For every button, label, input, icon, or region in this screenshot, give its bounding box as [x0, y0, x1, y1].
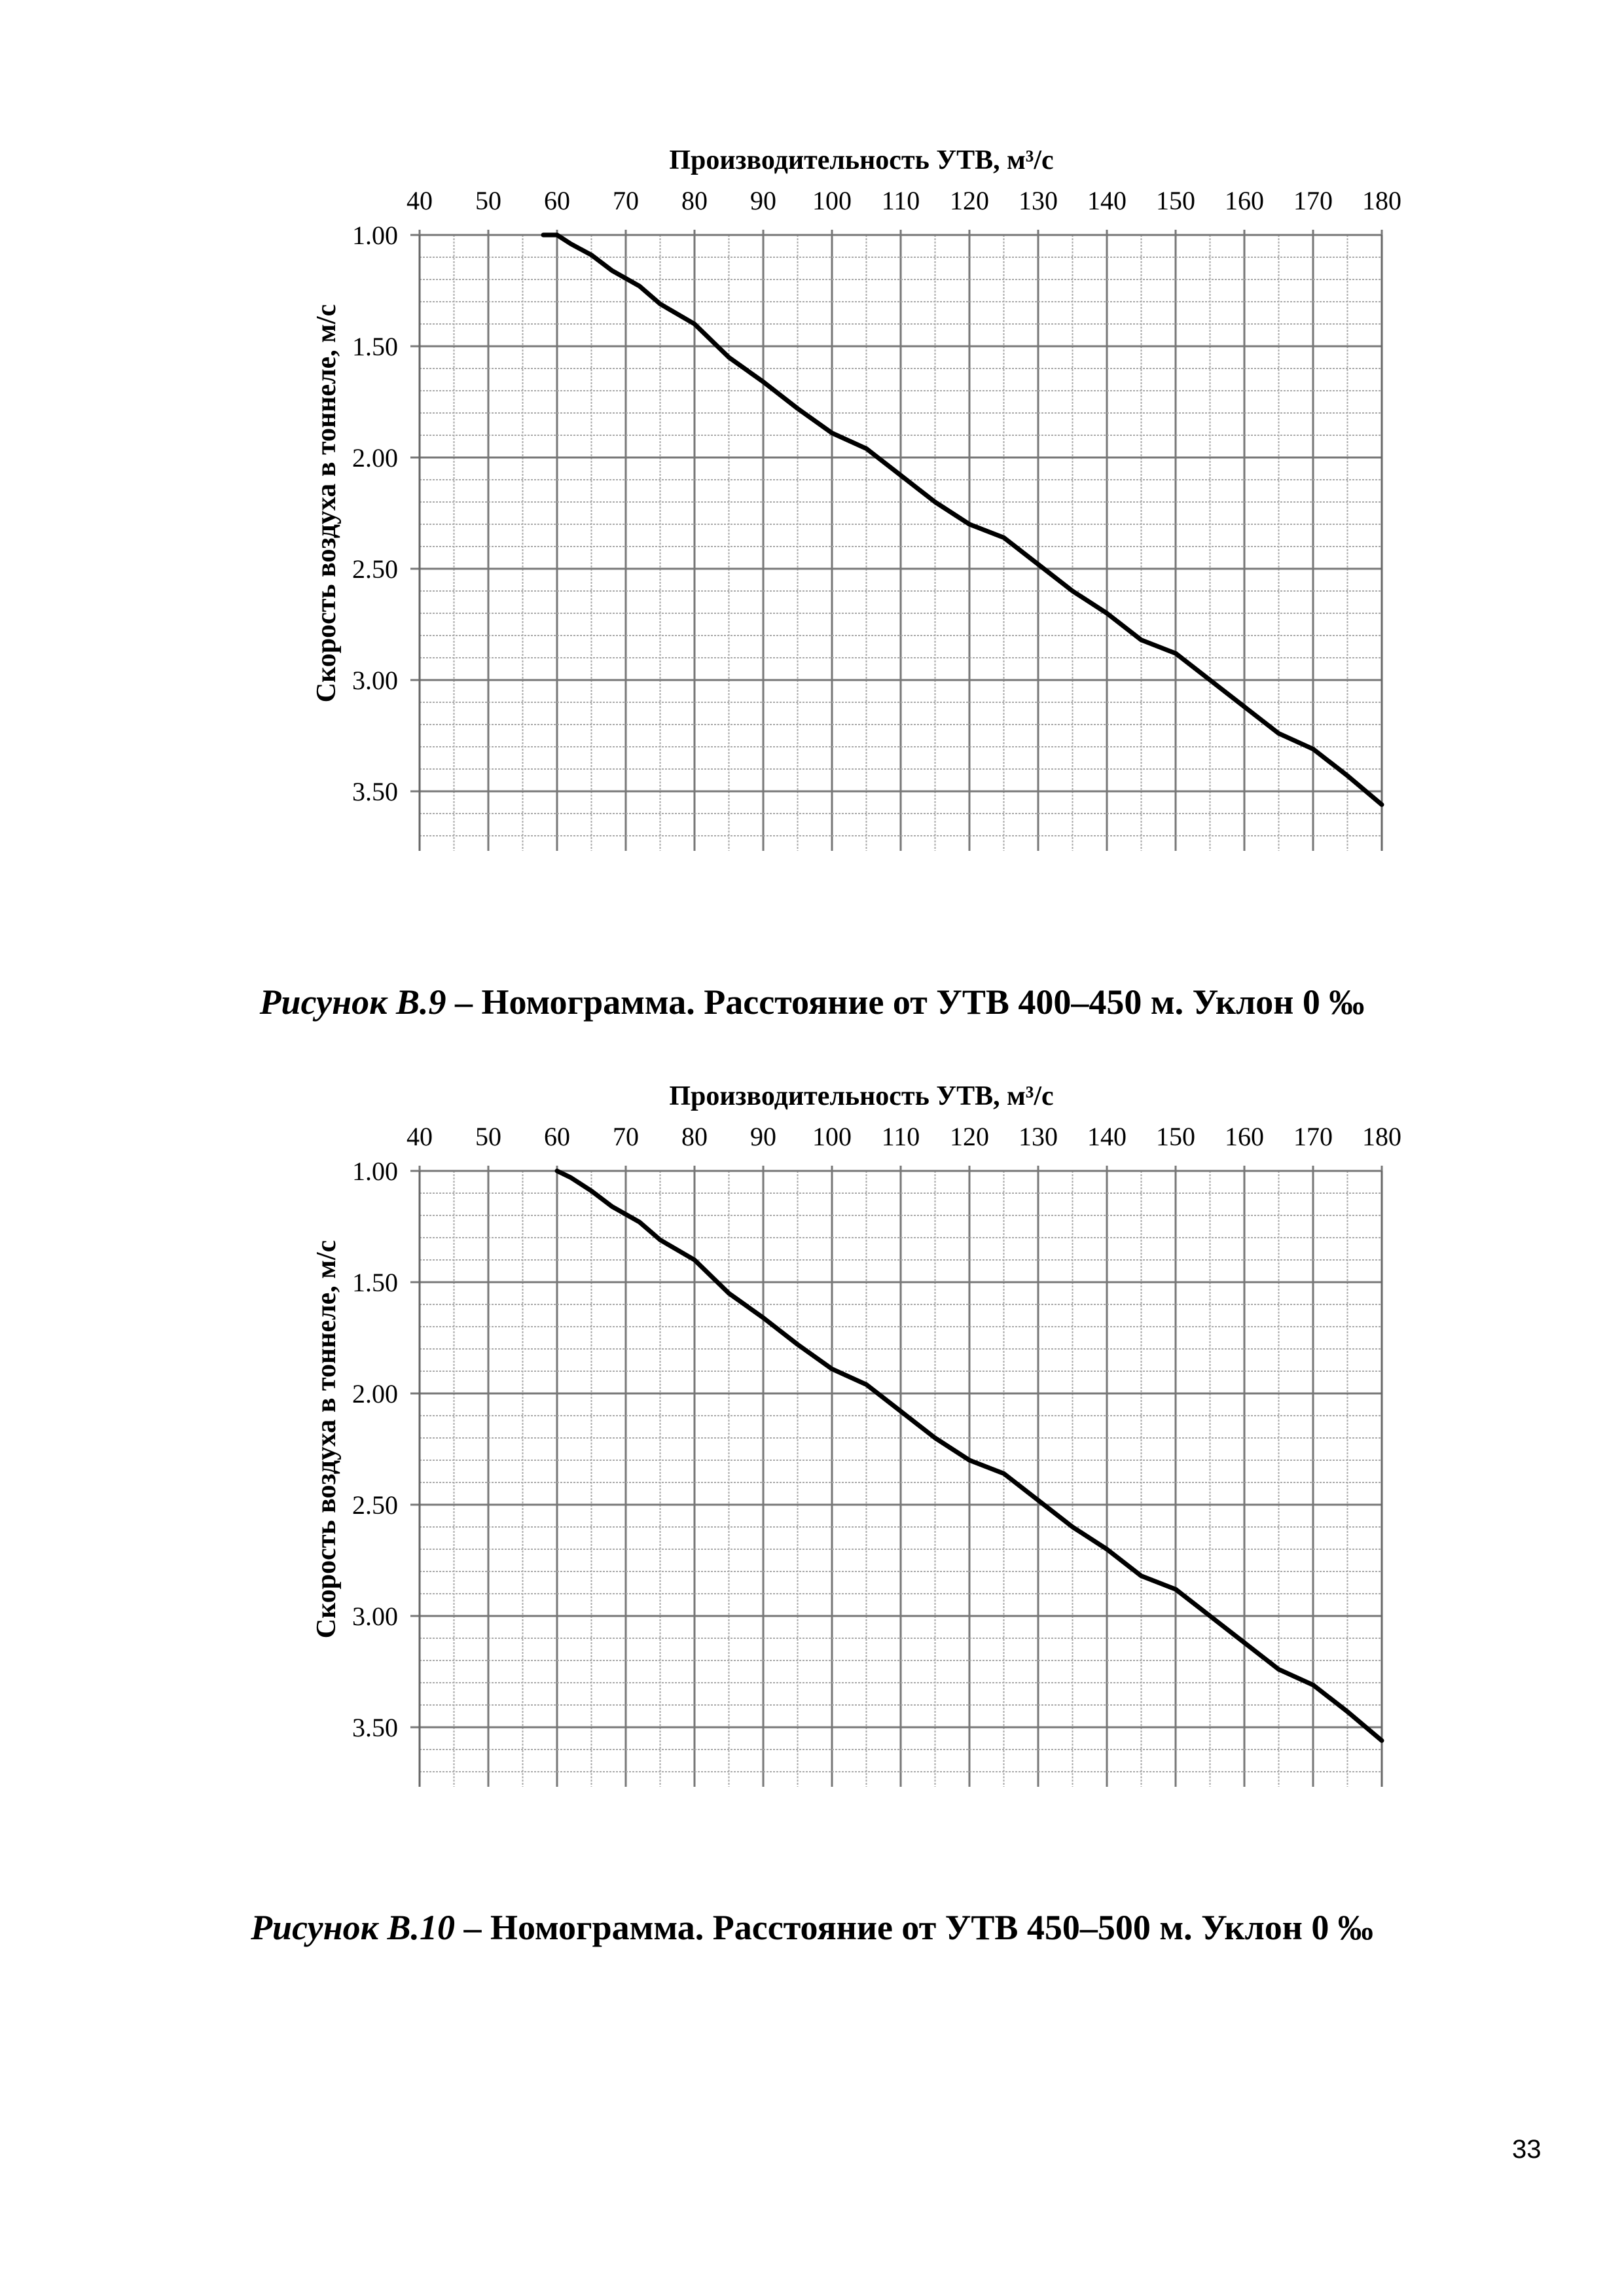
series-line — [554, 1168, 1384, 1743]
y-tick-label: 3.50 — [352, 777, 398, 806]
y-tick-label: 1.00 — [352, 1157, 398, 1186]
y-tick-label: 1.50 — [352, 1268, 398, 1297]
x-tick-label: 150 — [1156, 186, 1195, 215]
y-tick-label: 2.00 — [352, 1379, 398, 1408]
x-axis-title: Производительность УТВ, м³/с — [669, 1081, 1053, 1111]
x-axis-title: Производительность УТВ, м³/с — [669, 145, 1053, 175]
y-tick-label: 3.50 — [352, 1713, 398, 1742]
x-tick-label: 170 — [1293, 1122, 1333, 1151]
x-tick-label: 70 — [613, 186, 639, 215]
x-tick-label: 80 — [681, 186, 708, 215]
nomogram-chart-b10: Производительность УТВ, м³/с 40 50 60 70 80 90… — [0, 936, 1624, 1787]
x-tick-label: 160 — [1225, 186, 1264, 215]
figure-caption-b9: Рисунок В.9 – Номограмма. Расстояние от … — [0, 982, 1624, 1022]
nomogram-chart-b9: Производительность УТВ, м³/с 40 50 60 70 80 90… — [0, 0, 1624, 851]
y-tick-label: 2.50 — [352, 1490, 398, 1520]
y-tick-label: 3.00 — [352, 666, 398, 695]
x-tick-label: 180 — [1362, 186, 1401, 215]
x-tick-label: 160 — [1225, 1122, 1264, 1151]
y-axis-title: Скорость воздуха в тоннеле, м/с — [312, 304, 342, 702]
x-tick-label: 120 — [950, 186, 989, 215]
x-tick-label: 100 — [812, 186, 852, 215]
x-tick-label: 40 — [406, 186, 433, 215]
figure-caption-text: – Номограмма. Расстояние от УТВ 450–500 … — [455, 1908, 1373, 1947]
x-tick-label: 90 — [750, 1122, 776, 1151]
y-tick-label: 2.00 — [352, 443, 398, 473]
y-axis-title: Скорость воздуха в тоннеле, м/с — [312, 1240, 342, 1638]
x-tick-label: 110 — [882, 186, 920, 215]
x-tick-label: 90 — [750, 186, 776, 215]
x-tick-label: 180 — [1362, 1122, 1401, 1151]
y-tick-label: 3.00 — [352, 1602, 398, 1631]
x-tick-label: 150 — [1156, 1122, 1195, 1151]
x-tick-label: 60 — [544, 1122, 570, 1151]
page-number: 33 — [1512, 2135, 1542, 2164]
x-tick-label: 70 — [613, 1122, 639, 1151]
figure-caption-text: – Номограмма. Расстояние от УТВ 400–450 … — [446, 982, 1365, 1022]
x-tick-label: 100 — [812, 1122, 852, 1151]
x-tick-label: 130 — [1019, 186, 1058, 215]
y-tick-label: 1.50 — [352, 332, 398, 361]
x-tick-label: 60 — [544, 186, 570, 215]
figure-caption-b10: Рисунок В.10 – Номограмма. Расстояние от… — [0, 1907, 1624, 1948]
x-tick-label: 120 — [950, 1122, 989, 1151]
series-line — [541, 232, 1384, 807]
y-tick-label: 2.50 — [352, 554, 398, 584]
x-tick-label: 140 — [1087, 1122, 1127, 1151]
x-tick-label: 50 — [475, 186, 501, 215]
x-tick-label: 110 — [882, 1122, 920, 1151]
x-tick-label: 130 — [1019, 1122, 1058, 1151]
x-tick-label: 140 — [1087, 186, 1127, 215]
chart-svg: Производительность УТВ, м³/с 40 50 60 70 80 90… — [312, 1081, 1401, 1787]
chart-svg: Производительность УТВ, м³/с 40 50 60 70 80 90… — [312, 145, 1401, 851]
figure-label: Рисунок В.9 — [259, 982, 446, 1022]
x-tick-label: 50 — [475, 1122, 501, 1151]
x-tick-label: 40 — [406, 1122, 433, 1151]
x-tick-label: 80 — [681, 1122, 708, 1151]
figure-label: Рисунок В.10 — [251, 1908, 456, 1947]
y-tick-label: 1.00 — [352, 221, 398, 250]
x-tick-label: 170 — [1293, 186, 1333, 215]
